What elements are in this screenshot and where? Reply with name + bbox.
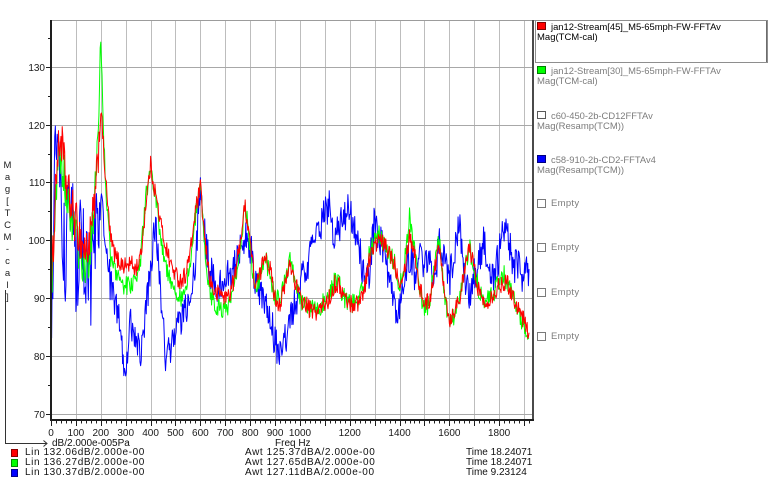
color-swatch-red — [11, 449, 18, 457]
time-value: Time 18.24071 — [466, 447, 533, 458]
trace-function: Mag(Resamp(TCM)) — [537, 165, 625, 176]
y-tick-label: 120 — [28, 121, 45, 132]
axis-unit-arrow-icon — [5, 290, 48, 447]
series-line-green — [52, 41, 530, 340]
x-axis-title: Freq Hz — [275, 438, 311, 449]
color-swatch-blue — [11, 468, 18, 477]
legend-item-empty-5[interactable]: Empty — [535, 197, 768, 240]
y-tick-label: 90 — [34, 294, 46, 305]
empty-slot-checkbox[interactable] — [537, 199, 546, 208]
y-tick-label: 110 — [29, 178, 45, 189]
trace-color-swatch[interactable] — [537, 66, 546, 74]
x-tick-label: 400 — [142, 428, 159, 439]
x-tick-label: 100 — [68, 428, 85, 439]
y-tick-label: 80 — [34, 352, 46, 363]
x-tick-label: 500 — [167, 428, 184, 439]
x-tick-label: 200 — [92, 428, 109, 439]
lin-level: Lin 132.06dB/2.000e-00 — [25, 447, 145, 458]
awt-level: Awt 127.11dBA/2.000e-00 — [245, 466, 375, 478]
empty-slot-checkbox[interactable] — [537, 288, 546, 297]
empty-slot-label: Empty — [551, 198, 580, 209]
legend-panel: jan12-Stream[45]_M5-65mph-FW-FFTAv Mag(T… — [535, 20, 768, 420]
lin-level: Lin 136.27dB/2.000e-00 — [25, 457, 145, 468]
y-unit-label: dB/2.000e-005Pa — [52, 438, 130, 449]
x-tick-label: 300 — [117, 428, 134, 439]
trace-color-swatch[interactable] — [537, 155, 546, 163]
y-tick-label: 130 — [28, 63, 45, 74]
awt-level: Awt 125.37dBA/2.000e-00 — [245, 447, 376, 458]
lin-level: Lin 130.37dB/2.000e-00 — [25, 466, 145, 478]
empty-slot-label: Empty — [551, 287, 580, 298]
summary-row-red: Lin 132.06dB/2.000e-00 Awt 125.37dBA/2.0… — [0, 447, 560, 459]
series-line-red — [52, 112, 530, 339]
x-tick-label: 1400 — [388, 428, 411, 439]
legend-item-trace-1[interactable]: jan12-Stream[45]_M5-65mph-FW-FFTAv Mag(T… — [535, 20, 768, 63]
x-tick-label: 600 — [192, 428, 209, 439]
empty-slot-checkbox[interactable] — [537, 332, 546, 341]
trace-function: Mag(TCM-cal) — [537, 32, 598, 43]
summary-row-green: Lin 136.27dB/2.000e-00 Awt 127.65dBA/2.0… — [0, 457, 560, 469]
trace-name: c60-450-2b-CD12FFTAv — [551, 110, 653, 121]
axes: 70 80 90 100 110 120 130 0 100 200 300 400 500 600 700… — [5, 20, 535, 447]
trace-color-swatch[interactable] — [537, 111, 546, 119]
y-tick-label: 100 — [28, 236, 45, 247]
trace-name: jan12-Stream[45]_M5-65mph-FW-FFTAv — [551, 21, 721, 32]
empty-slot-checkbox[interactable] — [537, 243, 546, 252]
legend-item-trace-2[interactable]: jan12-Stream[30]_M5-65mph-FW-FFTAv Mag(T… — [535, 64, 768, 107]
plot-series — [52, 41, 530, 377]
x-tick-label: 1200 — [339, 428, 362, 439]
legend-item-empty-7[interactable]: Empty — [535, 286, 768, 329]
x-tick-label: 1000 — [289, 428, 312, 439]
series-line-blue — [52, 125, 530, 377]
trace-name: c58-910-2b-CD2-FFTAv4 — [551, 154, 656, 165]
x-tick-label: 1800 — [488, 428, 511, 439]
time-value: Time 18.24071 — [466, 457, 533, 468]
y-tick-label: 70 — [34, 410, 46, 421]
trace-function: Mag(Resamp(TCM)) — [537, 121, 625, 132]
trace-color-swatch[interactable] — [537, 22, 546, 30]
legend-item-trace-3[interactable]: c60-450-2b-CD12FFTAv Mag(Resamp(TCM)) — [535, 109, 768, 152]
empty-slot-label: Empty — [551, 331, 580, 342]
trace-function: Mag(TCM-cal) — [537, 76, 598, 87]
awt-level: Awt 127.65dBA/2.000e-00 — [245, 457, 376, 468]
x-tick-label: 0 — [48, 428, 54, 439]
x-tick-label: 1600 — [438, 428, 461, 439]
empty-slot-label: Empty — [551, 242, 580, 253]
legend-item-empty-6[interactable]: Empty — [535, 241, 768, 284]
x-tick-label: 700 — [217, 428, 234, 439]
color-swatch-green — [11, 459, 18, 467]
time-value: Time 9.23124 — [466, 466, 527, 478]
summary-row-blue: Lin 130.37dB/2.000e-00 Awt 127.11dBA/2.0… — [0, 466, 560, 479]
y-axis-label: Mag[TCM-cal] — [2, 160, 13, 304]
trace-name: jan12-Stream[30]_M5-65mph-FW-FFTAv — [551, 65, 721, 76]
x-tick-label: 900 — [267, 428, 284, 439]
legend-item-trace-4[interactable]: c58-910-2b-CD2-FFTAv4 Mag(Resamp(TCM)) — [535, 153, 768, 196]
legend-item-empty-8[interactable]: Empty — [535, 330, 768, 373]
x-tick-label: 800 — [242, 428, 259, 439]
